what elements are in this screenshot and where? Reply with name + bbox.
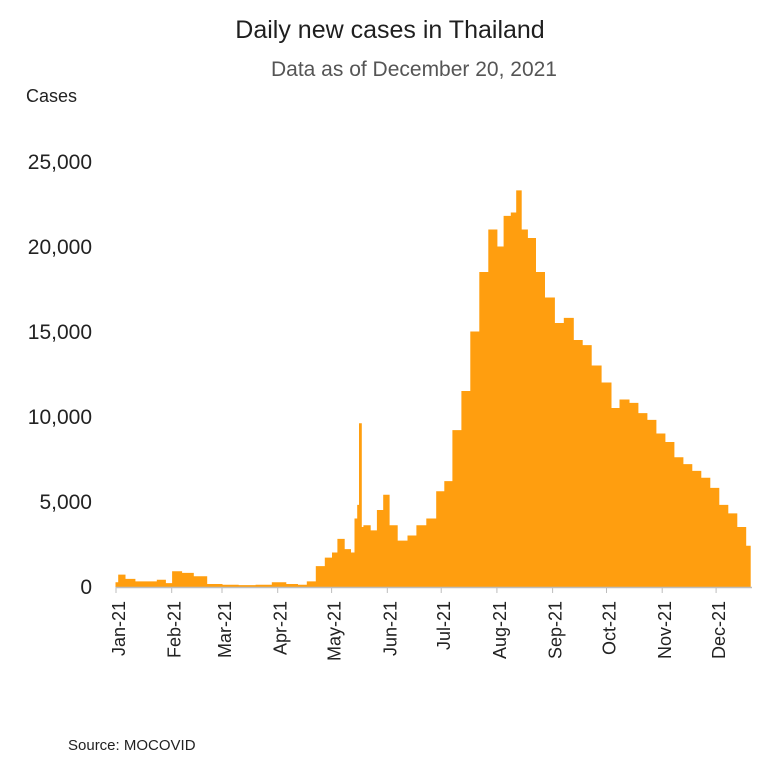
chart-title: Daily new cases in Thailand <box>235 16 545 44</box>
x-tick-label: Aug-21 <box>490 601 510 659</box>
y-tick-label: 5,000 <box>39 491 92 514</box>
x-tick-label: Jun-21 <box>380 601 400 656</box>
chart-subtitle: Data as of December 20, 2021 <box>270 58 557 81</box>
x-axis: Jan-21 Feb-21 Mar-21 Apr-21 May-21 Jun-21 Jul-… <box>109 586 752 661</box>
y-axis-label: Cases <box>26 86 78 106</box>
y-tick-label: 10,000 <box>28 406 92 429</box>
area-series <box>115 190 751 588</box>
cases-area <box>115 190 751 588</box>
y-axis-ticks: 0 5,000 10,000 15,000 20,000 25,000 <box>28 151 92 599</box>
x-tick-label: Dec-21 <box>709 601 729 659</box>
x-tick-label: Oct-21 <box>600 601 620 655</box>
x-tick-label: May-21 <box>325 601 345 661</box>
x-tick-label: Apr-21 <box>271 601 291 655</box>
source-note: Source: MOCOVID <box>68 737 196 754</box>
y-tick-label: 15,000 <box>28 321 92 344</box>
x-tick-label: Sep-21 <box>546 601 566 659</box>
daily-cases-chart: 0 5,000 10,000 15,000 20,000 25,000 Jan-21 Feb… <box>28 151 752 661</box>
x-tick-label: Mar-21 <box>215 601 235 658</box>
x-tick-label: Feb-21 <box>165 601 185 658</box>
x-tick-label: Jan-21 <box>109 601 129 656</box>
y-tick-label: 25,000 <box>28 151 92 174</box>
x-tick-label: Jul-21 <box>434 601 454 650</box>
y-tick-label: 0 <box>80 576 92 599</box>
y-tick-label: 20,000 <box>28 236 92 259</box>
x-tick-label: Nov-21 <box>655 601 675 659</box>
